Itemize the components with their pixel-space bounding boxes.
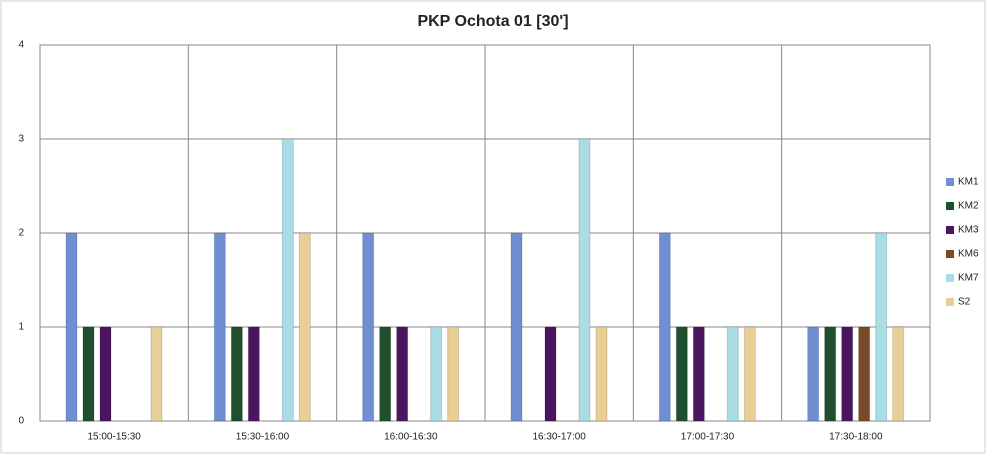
- y-tick-label: 4: [18, 40, 24, 51]
- legend-label: KM1: [958, 177, 979, 188]
- bar: [875, 232, 888, 422]
- x-tick-label: 15:30-16:00: [236, 432, 290, 443]
- legend-label: KM7: [958, 273, 979, 284]
- legend-swatch: [946, 226, 954, 234]
- bar: [658, 232, 671, 422]
- legend-swatch: [946, 298, 954, 306]
- x-tick-label: 15:00-15:30: [87, 432, 141, 443]
- legend-swatch: [946, 178, 954, 186]
- bar: [447, 326, 460, 422]
- bar: [807, 326, 820, 422]
- bar: [675, 326, 688, 422]
- bar: [743, 326, 756, 422]
- bar: [82, 326, 95, 422]
- bar: [65, 232, 78, 422]
- x-tick-label: 16:00-16:30: [384, 432, 438, 443]
- bar: [150, 326, 163, 422]
- x-tick-label: 17:00-17:30: [681, 432, 735, 443]
- bar: [544, 326, 557, 422]
- bar: [841, 326, 854, 422]
- y-tick-label: 0: [18, 416, 24, 427]
- bar: [247, 326, 260, 422]
- bar: [362, 232, 375, 422]
- bar: [692, 326, 705, 422]
- y-tick-label: 3: [18, 134, 24, 145]
- legend-label: KM6: [958, 249, 979, 260]
- bar: [510, 232, 523, 422]
- bar: [230, 326, 243, 422]
- x-tick-label: 16:30-17:00: [532, 432, 586, 443]
- bar: [858, 326, 871, 422]
- chart-title: PKP Ochota 01 [30']: [417, 13, 568, 30]
- legend-label: S2: [958, 297, 971, 308]
- legend-swatch: [946, 202, 954, 210]
- bar: [379, 326, 392, 422]
- legend-label: KM3: [958, 225, 979, 236]
- bar: [578, 138, 591, 422]
- bar: [213, 232, 226, 422]
- bar: [595, 326, 608, 422]
- bar: [892, 326, 905, 422]
- bar: [726, 326, 739, 422]
- x-tick-label: 17:30-18:00: [829, 432, 883, 443]
- bar: [298, 232, 311, 422]
- bar: [824, 326, 837, 422]
- y-tick-label: 1: [18, 322, 24, 333]
- legend-label: KM2: [958, 201, 979, 212]
- bar: [396, 326, 409, 422]
- y-tick-label: 2: [18, 228, 24, 239]
- bar: [99, 326, 112, 422]
- legend-swatch: [946, 250, 954, 258]
- bar: [430, 326, 443, 422]
- bar: [281, 138, 294, 422]
- legend-swatch: [946, 274, 954, 282]
